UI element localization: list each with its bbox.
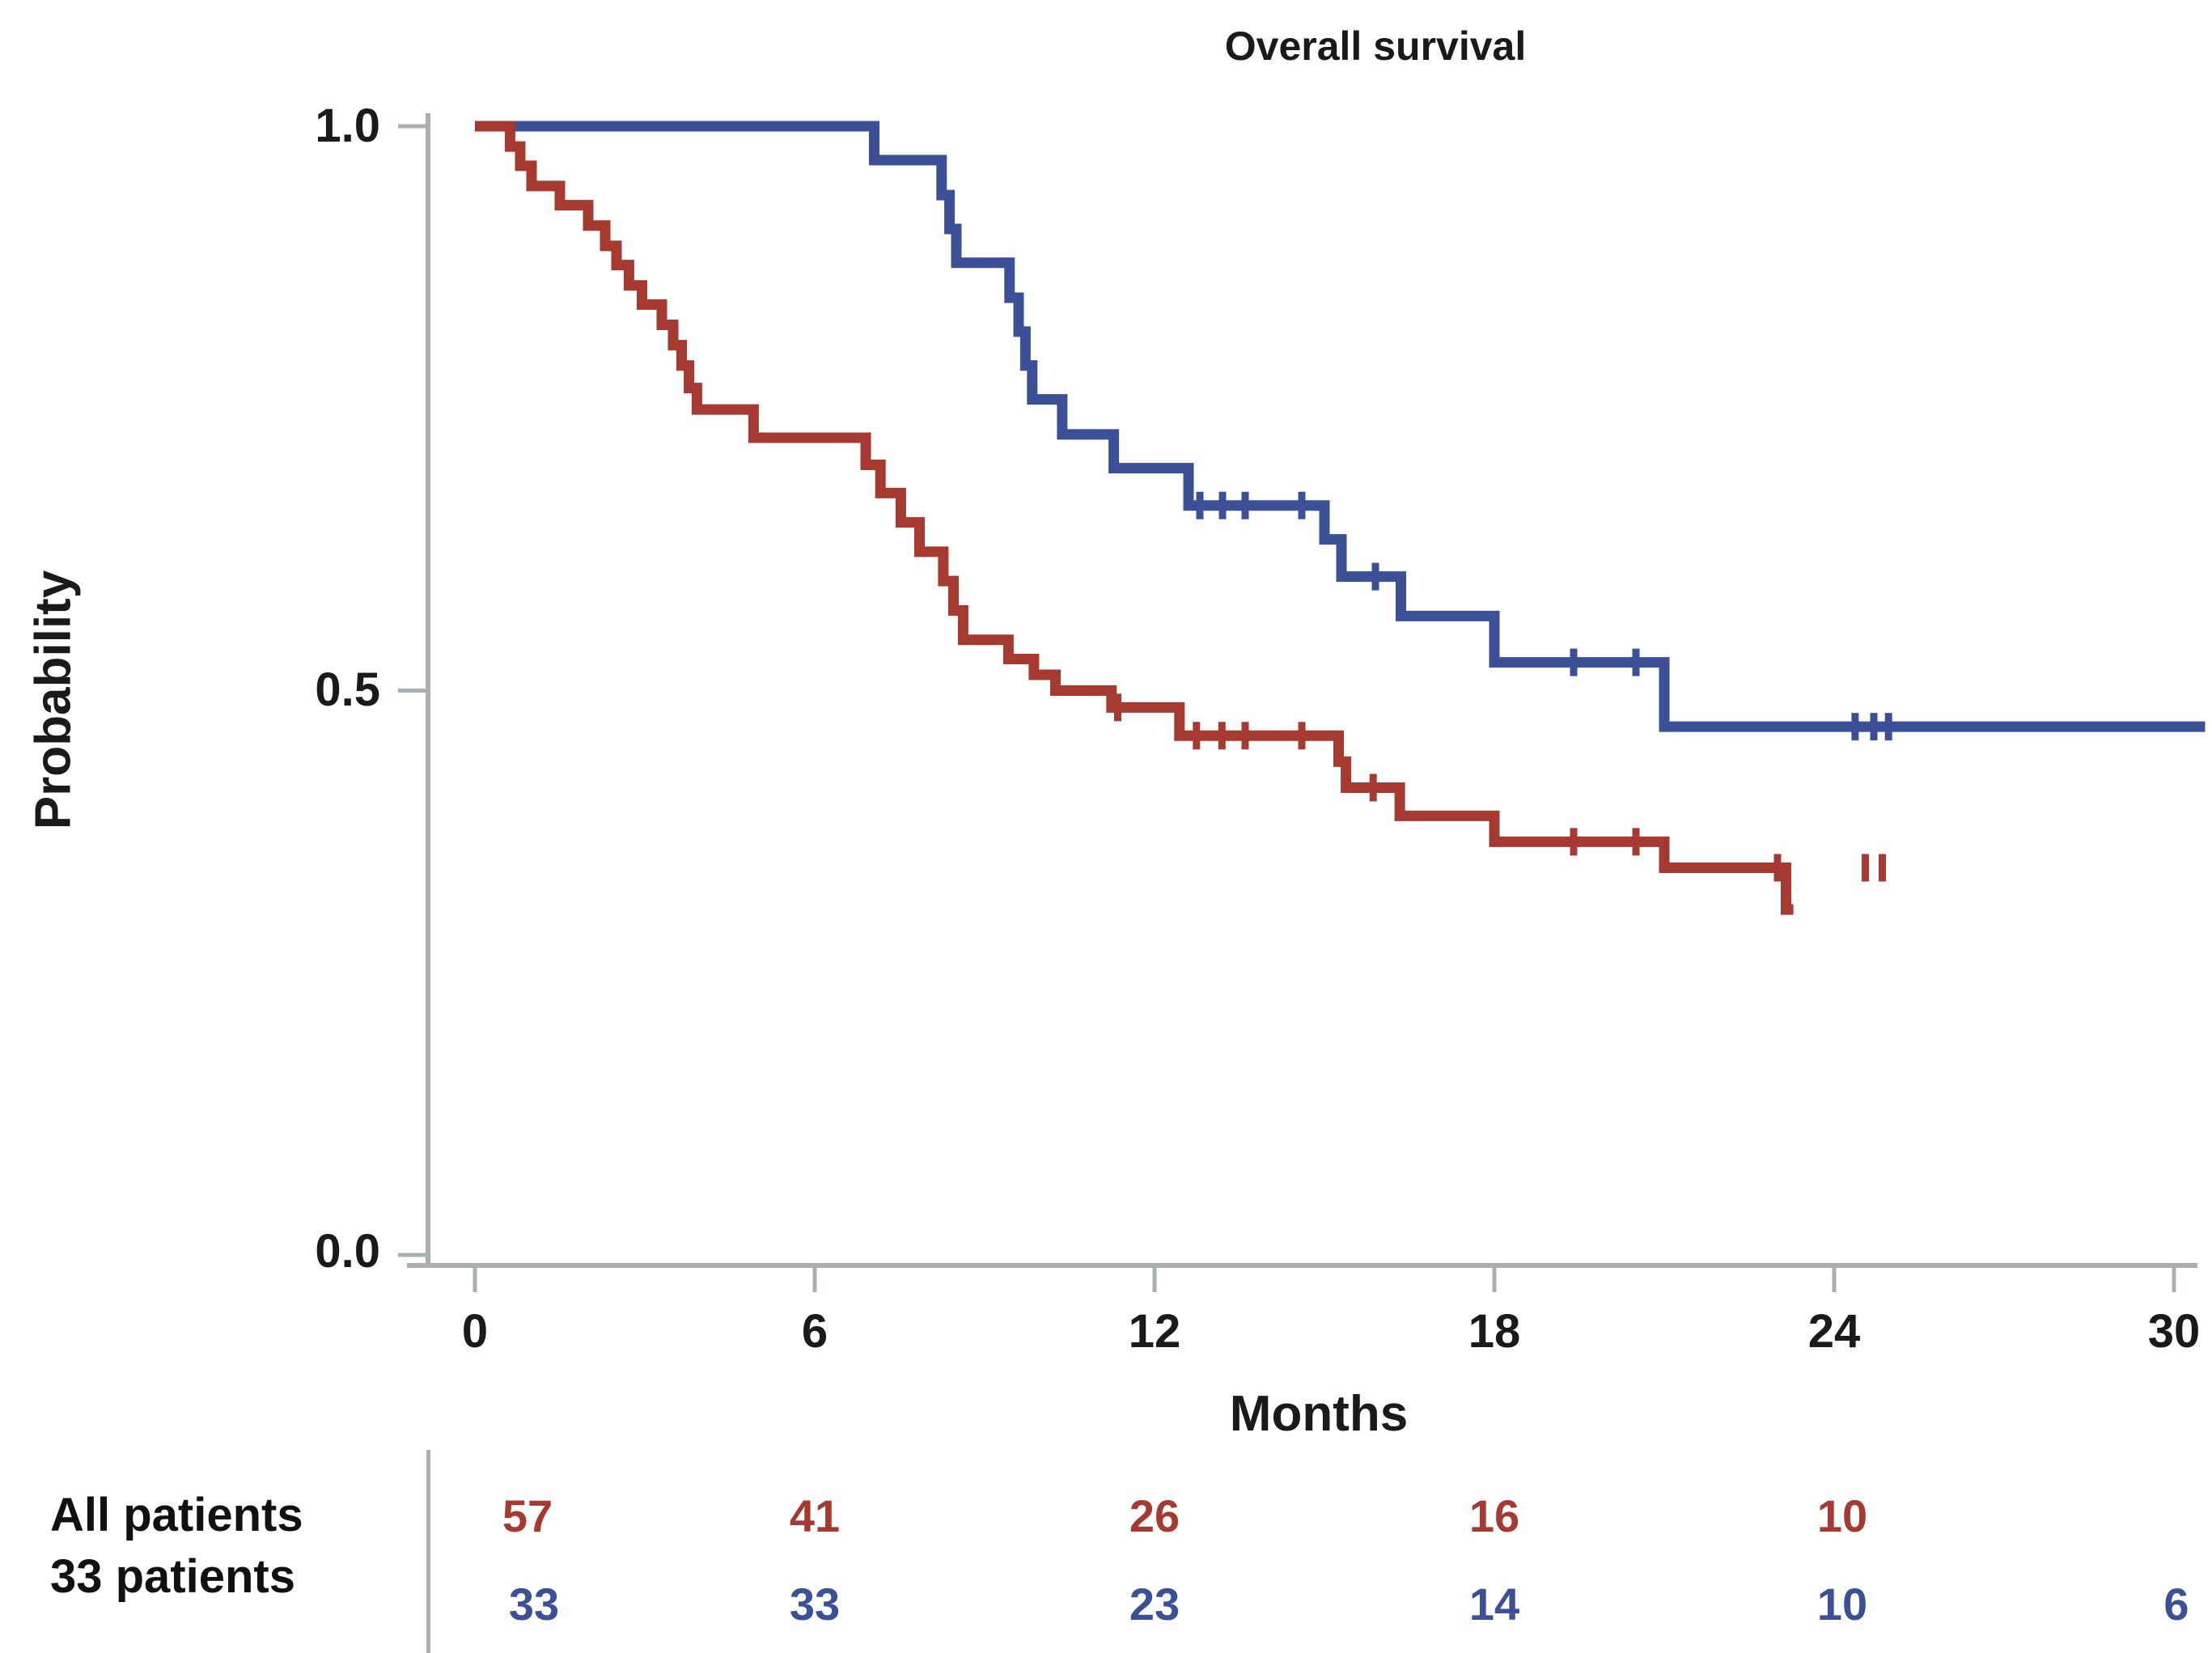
risk-row-label-33-patients: 33 patients <box>50 1550 295 1603</box>
survival-step-line <box>475 121 1794 915</box>
risk-table-divider <box>426 1450 430 1653</box>
x-tick-label-12: 12 <box>1128 1305 1181 1358</box>
x-tick-label-0: 0 <box>461 1305 489 1358</box>
y-axis-title: Probability <box>25 570 82 830</box>
risk-row-label-all-patients: All patients <box>50 1489 303 1541</box>
censor-marks-blue <box>1196 491 1892 741</box>
risk-count-blue-m6: 33 <box>789 1579 841 1630</box>
x-tick-label-18: 18 <box>1468 1305 1521 1358</box>
survival-step-line <box>475 121 2206 732</box>
risk-count-red-m12: 26 <box>1129 1490 1180 1541</box>
risk-count-red-m6: 41 <box>789 1490 841 1541</box>
censor-marks-red <box>1114 693 1886 882</box>
x-axis-title: Months <box>1229 1386 1409 1442</box>
axes <box>398 113 2197 1292</box>
risk-count-blue-m24: 10 <box>1816 1579 1868 1630</box>
x-tick-label-30: 30 <box>2147 1305 2201 1358</box>
risk-count-blue-m12: 23 <box>1129 1579 1180 1630</box>
risk-count-blue-m30: 6 <box>2163 1579 2189 1630</box>
y-tick-label-0.5: 0.5 <box>315 663 380 716</box>
x-tick-label-6: 6 <box>801 1305 828 1358</box>
chart-title: Overall survival <box>1224 23 1527 69</box>
km-curve-red-all-patients <box>475 121 1794 915</box>
risk-count-blue-m0: 33 <box>508 1579 560 1630</box>
risk-count-red-m0: 57 <box>502 1490 553 1541</box>
risk-count-red-m24: 10 <box>1816 1490 1868 1541</box>
risk-count-blue-m18: 14 <box>1468 1579 1520 1630</box>
risk-count-red-m18: 16 <box>1468 1490 1520 1541</box>
y-tick-label-1.0: 1.0 <box>315 100 380 152</box>
x-tick-label-24: 24 <box>1807 1305 1861 1358</box>
km-curve-blue-33-patients <box>475 121 2206 732</box>
y-tick-label-0.0: 0.0 <box>315 1225 380 1278</box>
